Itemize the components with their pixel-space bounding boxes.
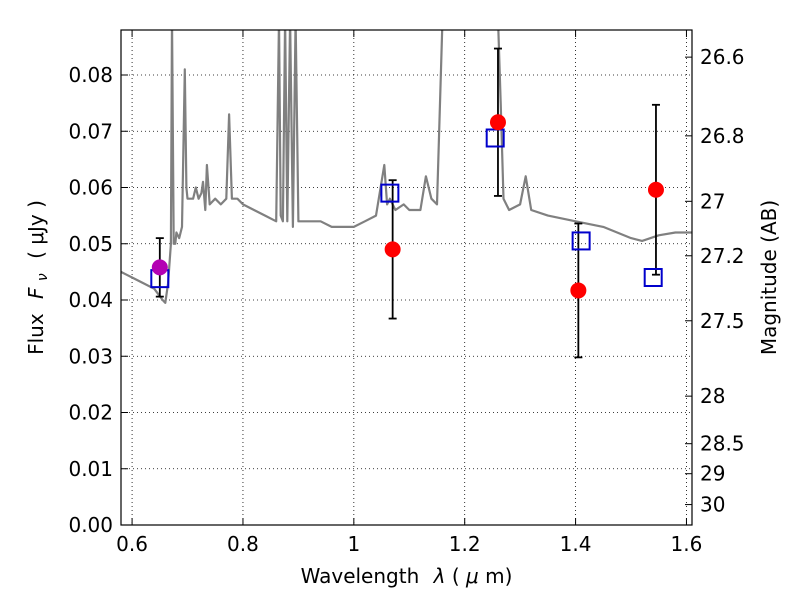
right-tick-label: 27.2 — [700, 244, 745, 268]
right-tick-label: 26.8 — [700, 124, 745, 148]
x-tick-label: 1.6 — [671, 532, 703, 556]
model-spectrum — [121, 30, 692, 304]
data-markers — [150, 114, 664, 299]
spectrum-line — [121, 30, 692, 304]
model-square-marker — [571, 231, 591, 251]
right-tick-label: 28 — [700, 384, 725, 408]
right-axis-label: Magnitude (AB) — [757, 200, 781, 355]
observed-point-marker — [489, 114, 506, 131]
x-axis-label: Wavelength λ ( μ m) — [301, 564, 513, 588]
model-square-marker — [643, 268, 663, 287]
x-tick-label: 1.4 — [560, 532, 592, 556]
y-tick-label: 0.03 — [68, 344, 113, 368]
x-tick-label: 1.2 — [449, 532, 481, 556]
axis-ticks: 0.6 0.8 1 1.2 1.4 1.6 0.00 0.01 0.02 0.03 0.04 0.05… — [68, 30, 745, 556]
y-tick-label: 0.07 — [68, 119, 113, 143]
grid — [121, 30, 692, 525]
x-tick-label: 0.6 — [116, 532, 148, 556]
y-tick-label: 0.02 — [68, 401, 113, 425]
y-tick-label: 0.08 — [68, 63, 113, 87]
y-tick-label: 0.00 — [68, 513, 113, 537]
plot-frame — [120, 29, 693, 526]
right-tick-label: 29 — [700, 462, 725, 486]
y-tick-label: 0.05 — [68, 232, 113, 256]
x-tick-label: 1 — [347, 532, 360, 556]
observed-point-marker — [570, 282, 587, 299]
right-tick-label: 30 — [700, 493, 725, 517]
right-tick-label: 27 — [700, 189, 725, 213]
y-tick-label: 0.01 — [68, 457, 113, 481]
observed-point-marker — [384, 241, 401, 258]
y-axis-label: Flux F ν ( μJy ) — [24, 200, 52, 355]
y-tick-label: 0.06 — [68, 176, 113, 200]
error-bars — [155, 47, 660, 359]
right-tick-label: 26.6 — [700, 45, 745, 69]
y-tick-label: 0.04 — [68, 288, 113, 312]
observed-point-marker — [647, 181, 664, 198]
x-tick-label: 0.8 — [227, 532, 259, 556]
model-square-marker — [380, 183, 400, 203]
observed-point-marker — [151, 259, 168, 276]
right-tick-label: 27.5 — [700, 309, 745, 333]
right-tick-label: 28.5 — [700, 432, 745, 456]
